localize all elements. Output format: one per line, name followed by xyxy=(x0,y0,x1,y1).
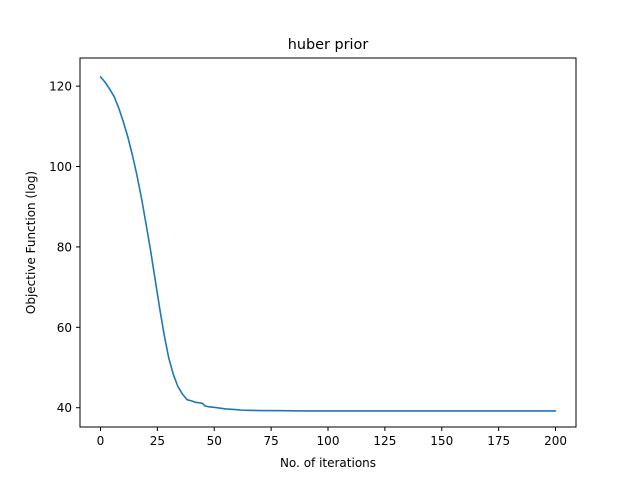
series-layer xyxy=(99,76,557,412)
y-tick-label: 40 xyxy=(57,401,72,415)
y-tick-label: 80 xyxy=(57,240,72,254)
y-axis: 40 60 80 100 120 xyxy=(49,80,80,415)
y-tick-label: 60 xyxy=(57,321,72,335)
x-tick-label: 125 xyxy=(373,434,396,448)
plot-frame xyxy=(79,57,577,428)
x-tick-label: 150 xyxy=(430,434,453,448)
x-tick-label: 25 xyxy=(150,434,165,448)
x-tick-label: 75 xyxy=(263,434,278,448)
x-axis: 0 25 50 75 100 125 150 175 200 xyxy=(97,427,567,448)
x-tick-label: 0 xyxy=(97,434,105,448)
chart-title: huber prior xyxy=(288,37,369,53)
y-tick-label: 120 xyxy=(49,80,72,94)
x-axis-label: No. of iterations xyxy=(280,456,376,470)
y-tick-label: 100 xyxy=(49,160,72,174)
series-line xyxy=(99,76,557,412)
x-tick-label: 175 xyxy=(487,434,510,448)
x-tick-label: 100 xyxy=(317,434,340,448)
x-tick-label: 50 xyxy=(207,434,222,448)
x-tick-label: 200 xyxy=(544,434,567,448)
y-axis-label: Objective Function (log) xyxy=(24,171,38,314)
